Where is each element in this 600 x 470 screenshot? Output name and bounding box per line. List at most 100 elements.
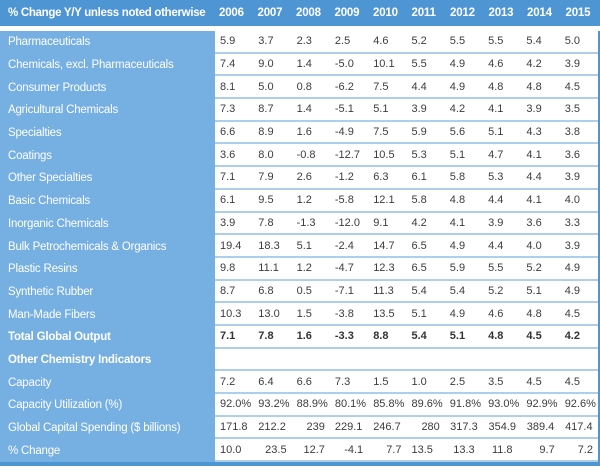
row-label: Global Capital Spending ($ billions) (0, 416, 215, 440)
data-cell (445, 349, 483, 370)
data-cell: 3.9 (564, 171, 580, 184)
data-cell: 0.5 (296, 284, 312, 297)
data-cell: 4.5 (564, 375, 580, 388)
data-cell: 5.9 (449, 262, 466, 275)
data-cell: 10.3 (220, 307, 242, 320)
data-cell: 2.5 (449, 375, 466, 388)
data-cell: 7.2 (220, 375, 236, 388)
data-cell: 4.6 (488, 307, 504, 320)
data-cell: 13.5 (411, 443, 433, 456)
data-cell (292, 349, 330, 370)
data-cell: 2.6 (296, 171, 312, 184)
row-data: 7.1 7.9 2.6 -1.2 6.3 6.1 5.8 5.3 4.4 3.9 (215, 167, 598, 190)
data-cell: 1.6 (296, 126, 312, 139)
row-data: 6.6 8.9 1.6 -4.9 7.5 5.9 5.6 5.1 4.3 3.8 (215, 121, 598, 145)
data-cell: 4.6 (488, 58, 504, 71)
data-cell: 4.9 (449, 58, 466, 71)
data-cell: 9.1 (373, 216, 389, 229)
data-cell: 5.4 (411, 330, 427, 343)
data-cell: -4.7 (334, 262, 354, 275)
data-cell: 92.9% (526, 398, 558, 411)
data-cell: 4.1 (526, 148, 542, 161)
data-cell: 10.5 (373, 148, 395, 161)
data-cell: 5.5 (411, 58, 427, 71)
data-cell: 5.8 (411, 194, 427, 207)
data-cell: 389.4 (526, 421, 555, 434)
data-cell: 11.3 (373, 284, 394, 297)
data-cell: 92.6% (564, 398, 596, 411)
data-cell: 4.0 (564, 194, 580, 207)
data-cell: 9.8 (220, 262, 236, 275)
data-cell (521, 349, 559, 370)
row-data: 7.4 9.0 1.4 -5.0 10.1 5.5 4.9 4.6 4.2 3.9 (215, 53, 598, 77)
data-cell: 354.9 (488, 421, 516, 434)
data-cell: -1.2 (334, 171, 354, 184)
data-cell: 5.5 (449, 35, 466, 48)
data-cell: 7.7 (386, 443, 402, 456)
data-cell: 2.3 (296, 35, 312, 48)
row-data: 171.8 212.2 239 229.1 246.7 280 317.3 354.9 389.… (215, 416, 598, 440)
data-cell (215, 349, 253, 370)
data-cell: 5.3 (488, 171, 504, 184)
row-label: % Change (0, 439, 215, 463)
table-title: % Change Y/Y unless noted otherwise (8, 7, 206, 19)
year-headers: 2006 2007 2008 2009 2010 2011 2012 2013 2014 2015 (215, 0, 600, 26)
data-cell: 9.7 (539, 443, 555, 456)
data-cell: 4.6 (373, 35, 389, 48)
data-cell: 4.9 (564, 284, 580, 297)
data-cell: 6.5 (411, 239, 427, 252)
row-data: 8.1 5.0 0.8 -6.2 7.5 4.4 4.9 4.8 4.8 4.5 (215, 76, 598, 100)
data-cell: 4.5 (526, 330, 542, 343)
data-cell: 5.8 (449, 171, 466, 184)
data-cell (560, 349, 598, 370)
data-cell: 171.8 (220, 421, 248, 434)
data-cell: 6.4 (258, 375, 274, 388)
data-cell: 5.2 (488, 284, 504, 297)
data-cell: 11.8 (491, 443, 513, 456)
table-body: Pharmaceuticals 5.9 3.7 2.3 2.5 4.6 5.2 5.5 5.5 5… (0, 31, 600, 463)
data-cell: -12.0 (334, 216, 360, 229)
row-data: 7.3 8.7 1.4 -5.1 5.1 3.9 4.2 4.1 3.9 3.5 (215, 99, 598, 122)
data-cell: 4.1 (449, 216, 466, 229)
data-cell: 212.2 (258, 421, 286, 434)
data-cell: 4.8 (488, 330, 504, 343)
data-cell: 5.1 (526, 284, 542, 297)
data-cell: 3.6 (220, 148, 236, 161)
data-cell: 4.8 (526, 307, 542, 320)
year-header: 2009 (334, 7, 360, 19)
table-row: Coatings 3.6 8.0 -0.8 -12.7 10.5 5.3 5.1 4.7 4.1 3… (0, 144, 598, 168)
data-cell: 85.8% (373, 398, 405, 411)
data-cell: 12.3 (373, 262, 395, 275)
data-cell: 317.3 (450, 421, 478, 434)
data-cell: 5.1 (449, 330, 466, 343)
data-cell: 5.2 (411, 35, 427, 48)
data-cell: 4.2 (564, 330, 580, 343)
data-cell: 4.4 (526, 171, 542, 184)
data-cell: 2.5 (334, 35, 351, 48)
year-header: 2013 (488, 7, 514, 19)
data-cell: 3.5 (488, 375, 504, 388)
data-cell: 3.7 (258, 35, 274, 48)
data-cell: 5.1 (411, 307, 427, 320)
data-cell: 9.5 (258, 194, 274, 207)
table-row: Other Specialties 7.1 7.9 2.6 -1.2 6.3 6.1 5.8 5… (0, 167, 598, 190)
row-label: Consumer Products (0, 76, 215, 100)
data-cell: 6.1 (411, 171, 427, 184)
data-cell: 1.2 (296, 262, 312, 275)
data-cell: 13.5 (373, 307, 395, 320)
data-cell: 6.8 (258, 284, 274, 297)
data-cell: 93.2% (258, 398, 290, 411)
data-cell: 5.9 (220, 35, 236, 48)
data-cell: 0.8 (296, 80, 312, 93)
row-data: 6.1 9.5 1.2 -5.8 12.1 5.8 4.8 4.4 4.1 4.0 (215, 189, 598, 213)
data-cell: 7.9 (258, 171, 274, 184)
data-cell: 3.8 (564, 126, 580, 139)
data-cell: 246.7 (373, 421, 401, 434)
data-cell: -4.9 (334, 126, 354, 139)
data-cell: 3.6 (526, 216, 542, 229)
row-data: 92.0% 93.2% 88.9% 80.1% 85.8% 89.6% 91.8% 93.0%… (215, 394, 598, 417)
data-cell: 4.5 (564, 307, 580, 320)
row-label: Chemicals, excl. Pharmaceuticals (0, 53, 215, 77)
